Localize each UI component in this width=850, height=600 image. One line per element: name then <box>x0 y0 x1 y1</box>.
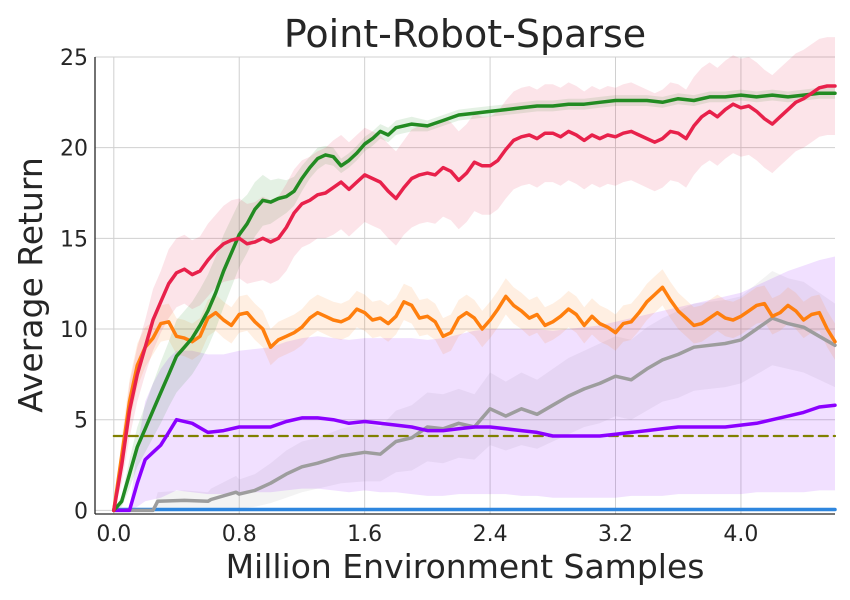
axes <box>94 57 835 515</box>
y-axis-label: Average Return <box>11 157 50 413</box>
confidence-bands <box>113 37 836 511</box>
y-tick-label: 10 <box>60 318 88 343</box>
x-tick-label: 1.6 <box>347 522 382 547</box>
x-tick-label: 0.8 <box>222 522 257 547</box>
series-band <box>113 269 836 511</box>
series-line <box>112 285 837 513</box>
series-line <box>112 91 837 513</box>
x-tick-label: 4.0 <box>723 522 758 547</box>
y-tick-label: 20 <box>60 137 88 162</box>
x-tick-label: 0.0 <box>96 522 131 547</box>
series-line <box>112 403 837 513</box>
y-tick-label: 5 <box>74 409 88 434</box>
chart-title: Point-Robot-Sparse <box>284 12 646 56</box>
series-band <box>113 37 836 511</box>
series-lines <box>112 84 837 513</box>
x-tick-label: 3.2 <box>598 522 633 547</box>
x-tick-label: 2.4 <box>473 522 508 547</box>
y-tick-label: 15 <box>60 227 88 252</box>
series-line <box>112 84 837 513</box>
y-tick-label: 0 <box>74 499 88 524</box>
series-band <box>113 87 836 511</box>
tick-labels: 0.0 0.8 1.6 2.4 3.2 4.0 0 5 10 15 20 25 <box>60 46 758 547</box>
series-band <box>113 271 836 511</box>
y-tick-label: 25 <box>60 46 88 71</box>
x-axis-label: Million Environment Samples <box>226 547 705 586</box>
series-band <box>113 256 836 511</box>
series-line <box>112 316 837 513</box>
